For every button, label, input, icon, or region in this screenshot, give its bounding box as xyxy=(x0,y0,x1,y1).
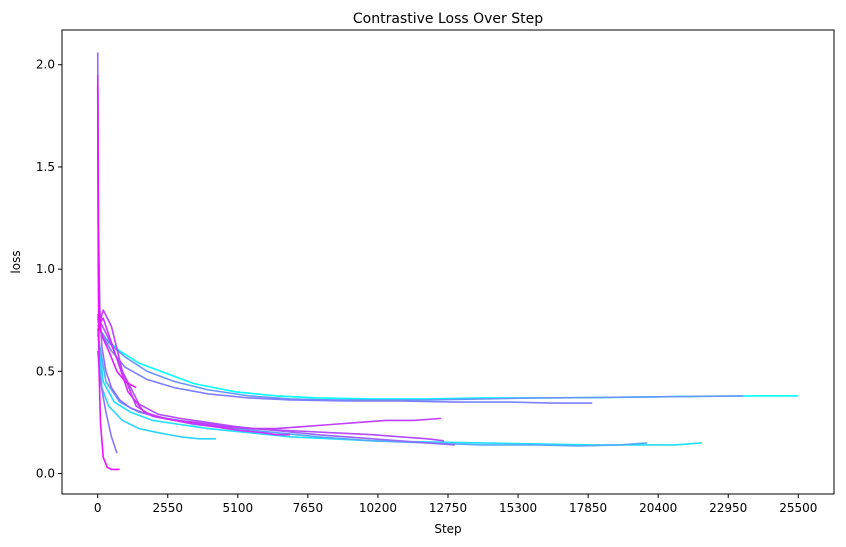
y-axis-label: loss xyxy=(9,250,23,273)
series-line-10 xyxy=(96,309,442,430)
x-tick-label: 5100 xyxy=(223,501,254,515)
plot-lines xyxy=(96,52,799,471)
series-line-6 xyxy=(96,318,593,404)
x-tick-label: 20400 xyxy=(639,501,677,515)
x-tick-label: 2550 xyxy=(152,501,183,515)
y-tick-label: 1.0 xyxy=(36,262,55,276)
series-line-5 xyxy=(96,316,744,401)
series-line-13 xyxy=(96,85,120,471)
y-tick-label: 0.0 xyxy=(36,467,55,481)
chart-title: Contrastive Loss Over Step xyxy=(353,11,543,27)
series-line-11 xyxy=(97,317,291,436)
series-line-4 xyxy=(96,334,648,447)
series-line-8 xyxy=(96,52,455,446)
x-tick-label: 22950 xyxy=(709,501,747,515)
x-axis-ticks: 0 2550 5100 7650 10200 12750 15300 17850 20400 22… xyxy=(94,494,817,515)
x-tick-label: 25500 xyxy=(779,501,817,515)
y-tick-label: 2.0 xyxy=(36,58,55,72)
x-axis-label: Step xyxy=(434,522,461,536)
series-line-3 xyxy=(96,330,216,440)
series-line-9 xyxy=(96,313,444,442)
x-tick-label: 0 xyxy=(94,501,102,515)
x-tick-label: 17850 xyxy=(569,501,607,515)
series-line-12 xyxy=(96,74,137,389)
y-tick-label: 1.5 xyxy=(36,160,55,174)
x-tick-label: 12750 xyxy=(429,501,467,515)
x-tick-label: 15300 xyxy=(499,501,537,515)
series-line-1 xyxy=(96,320,799,400)
x-tick-label: 7650 xyxy=(293,501,324,515)
y-axis-ticks: 0.0 0.5 1.0 1.5 2.0 xyxy=(36,58,62,481)
x-tick-label: 10200 xyxy=(359,501,397,515)
y-tick-label: 0.5 xyxy=(36,364,55,378)
series-line-2 xyxy=(96,330,703,446)
